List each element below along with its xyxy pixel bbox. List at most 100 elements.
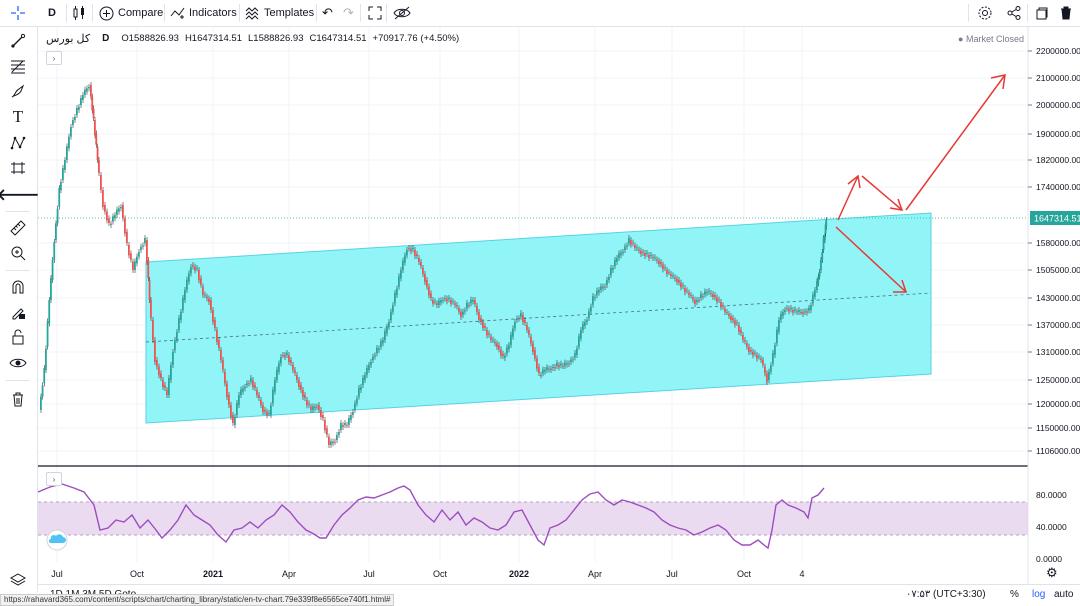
brush-icon[interactable] — [8, 82, 28, 102]
fib-retracement-icon[interactable] — [8, 56, 28, 76]
fullscreen-icon[interactable] — [367, 3, 383, 23]
unlock-icon[interactable] — [8, 327, 28, 347]
candle-body — [188, 273, 190, 282]
text-tool-icon[interactable]: T — [12, 107, 24, 126]
candle-body — [638, 249, 640, 251]
prediction-icon[interactable] — [8, 158, 28, 178]
share-icon[interactable] — [1006, 3, 1022, 23]
candle-body — [736, 322, 738, 324]
candle-body — [340, 423, 342, 430]
rsi-tick-label: 0.0000 — [1036, 554, 1062, 564]
time-tick-label: Jul — [51, 569, 63, 579]
candle-body — [240, 389, 242, 395]
candle-body — [248, 383, 250, 385]
ruler-icon[interactable] — [8, 218, 28, 238]
candle-body — [164, 385, 166, 388]
candle-body — [76, 108, 78, 115]
back-arrow-icon[interactable]: 🡐 — [0, 186, 40, 204]
lock-drawing-icon[interactable] — [8, 302, 28, 322]
candle-body — [634, 245, 636, 248]
indicators-label: Indicators — [189, 7, 237, 19]
candle-body — [322, 415, 324, 418]
log-toggle[interactable]: log — [1032, 589, 1046, 600]
candle-body — [162, 380, 164, 387]
remove-drawings-icon[interactable] — [8, 389, 28, 409]
candle-body — [370, 362, 372, 365]
zoom-in-icon[interactable] — [8, 243, 28, 263]
candle-body — [548, 368, 550, 370]
candle-body — [372, 356, 374, 360]
collapse-legend-button[interactable]: › — [46, 51, 62, 65]
candle-body — [636, 247, 638, 249]
candle-body — [84, 89, 86, 95]
interval-button[interactable]: D — [48, 7, 56, 19]
candle-body — [128, 245, 130, 256]
templates-button[interactable]: Templates — [245, 3, 314, 23]
candle-body — [732, 318, 734, 321]
candle-body — [488, 333, 490, 335]
rsi-tick-label: 80.0000 — [1036, 490, 1067, 500]
candle-body — [216, 330, 218, 342]
candle-body — [106, 211, 108, 221]
time-tick-label: Jul — [666, 569, 678, 579]
candle-body — [502, 353, 504, 356]
candle-body — [100, 175, 102, 190]
candle-body — [496, 343, 498, 347]
pattern-icon[interactable] — [8, 133, 28, 153]
percent-toggle[interactable]: % — [1010, 589, 1019, 600]
candle-body — [672, 275, 674, 277]
collapse-rsi-legend-button[interactable]: › — [46, 472, 62, 486]
candle-body — [194, 266, 196, 271]
candle-body — [448, 298, 450, 300]
indicators-button[interactable]: Indicators — [170, 3, 237, 23]
trend-line-icon[interactable] — [8, 31, 28, 51]
candle-body — [396, 288, 398, 295]
compare-button[interactable]: Compare — [99, 3, 163, 23]
hide-drawings-icon[interactable] — [393, 3, 411, 23]
candle-body — [656, 259, 658, 261]
candle-body — [134, 261, 136, 270]
candle-body — [628, 238, 630, 244]
candle-body — [610, 268, 612, 275]
candle-body — [48, 300, 51, 324]
candle-body — [768, 371, 770, 380]
market-status-text: Market Closed — [965, 34, 1024, 44]
rsi-tick-label: 40.0000 — [1036, 522, 1067, 532]
auto-toggle[interactable]: auto — [1054, 589, 1074, 600]
candle-body — [774, 345, 776, 355]
candles-icon[interactable] — [72, 3, 86, 23]
candle-body — [506, 347, 508, 354]
symbol-name[interactable]: کل بورس — [46, 33, 91, 45]
candle-body — [644, 253, 646, 256]
time-tick-label: Apr — [282, 569, 296, 579]
candle-body — [350, 415, 352, 420]
candle-body — [314, 406, 316, 409]
undo-icon[interactable]: ↶ — [322, 5, 333, 20]
candle-body — [606, 280, 608, 285]
plus-circle-icon — [99, 6, 114, 20]
candle-body — [376, 348, 378, 354]
candle-body — [226, 383, 228, 397]
candle-body — [568, 363, 570, 365]
redo-icon[interactable]: ↷ — [343, 5, 354, 20]
candle-body — [482, 322, 484, 328]
settings-gear-icon[interactable] — [977, 3, 993, 23]
eye-icon[interactable] — [8, 353, 28, 373]
layers-icon[interactable] — [8, 570, 28, 590]
magnet-icon[interactable] — [8, 277, 28, 297]
crosshair-icon[interactable] — [10, 3, 26, 23]
candle-body — [214, 320, 216, 328]
price-tick-label: 1505000.00 — [1036, 265, 1080, 275]
candle-body — [276, 369, 278, 380]
trash-icon[interactable] — [1060, 3, 1072, 23]
chart-settings-gear-icon[interactable]: ⚙ — [1046, 565, 1058, 580]
candle-body — [512, 328, 514, 337]
candle-body — [650, 255, 652, 256]
candle-body — [43, 368, 46, 384]
candle-body — [312, 406, 314, 410]
rsi-band — [38, 502, 1028, 535]
candle-body — [56, 208, 59, 224]
snapshot-icon[interactable] — [1034, 3, 1049, 23]
candle-body — [804, 311, 806, 313]
